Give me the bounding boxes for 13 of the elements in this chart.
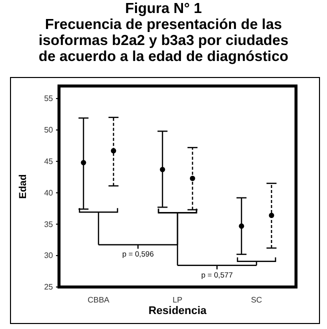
x-tick-label: LP	[172, 296, 182, 305]
y-tick-label: 25	[44, 282, 54, 292]
chart-title: Figura N° 1 Frecuencia de presentación de las isoformas b2a2 y b3a3 por ciudades de acuerdo a la edad de diagnóstico	[38, 1, 289, 65]
y-tick-label: 30	[44, 251, 54, 260]
x-axis-title: Residencia	[148, 305, 208, 317]
y-tick-label: 55	[44, 94, 54, 104]
x-tick-label: CBBA	[88, 296, 110, 305]
x-tick-label: SC	[250, 296, 262, 305]
y-axis-title: Edad	[18, 174, 29, 199]
y-tick-label: 35	[44, 220, 54, 229]
y-tick-label: 40	[44, 188, 54, 198]
y-tick-label: 45	[44, 156, 54, 166]
y-tick-label: 50	[44, 126, 54, 135]
